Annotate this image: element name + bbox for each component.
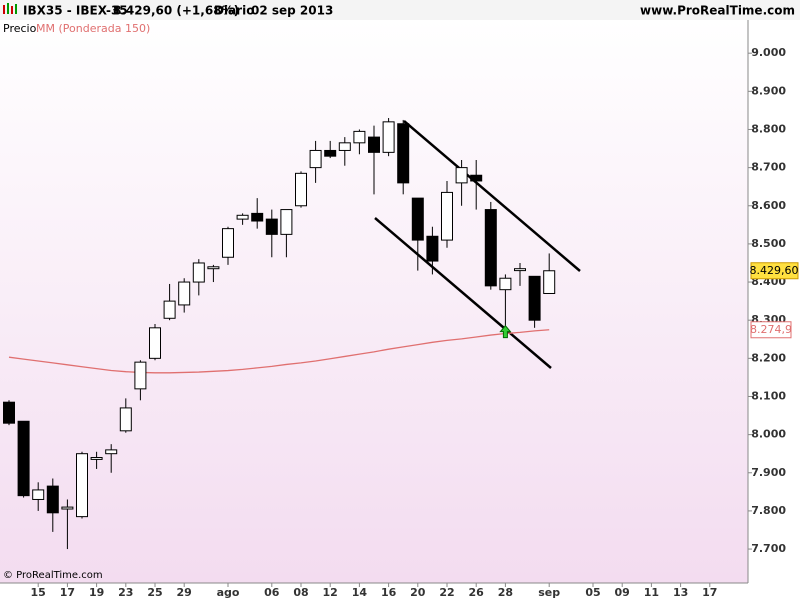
x-tick-label: sep bbox=[538, 586, 560, 599]
candle-body bbox=[455, 167, 468, 184]
y-tick-label: 7.800 bbox=[751, 504, 786, 517]
app-icon bbox=[3, 3, 17, 14]
candle-body bbox=[382, 121, 395, 153]
candle-body bbox=[514, 268, 526, 272]
symbol: IBX35 - IBEX-35 bbox=[23, 4, 128, 18]
y-tick-label: 8.100 bbox=[751, 389, 786, 402]
candle-body bbox=[207, 266, 220, 270]
header-bar bbox=[0, 0, 800, 20]
channel-upper bbox=[403, 120, 581, 272]
candle-body bbox=[3, 401, 15, 424]
candle-body bbox=[236, 214, 249, 220]
candle-body bbox=[178, 281, 191, 306]
quote: 8.429,60 (+1,68%) bbox=[113, 4, 239, 18]
candle-body bbox=[61, 506, 74, 510]
candle-body bbox=[17, 420, 30, 497]
ma-tag bbox=[750, 321, 792, 339]
x-tick-label: 17 bbox=[702, 586, 717, 599]
x-tick-label: 13 bbox=[673, 586, 688, 599]
y-tick-label: 7.900 bbox=[751, 466, 786, 479]
footer: © ProRealTime.com bbox=[3, 570, 103, 581]
channel-lower bbox=[374, 217, 552, 369]
candle-body bbox=[192, 262, 205, 283]
candle-body bbox=[134, 361, 147, 390]
candle-body bbox=[149, 327, 161, 359]
candle-body bbox=[105, 449, 118, 455]
x-tick-label: 09 bbox=[615, 586, 630, 599]
ma-line bbox=[8, 329, 550, 374]
y-tick-label: 8.600 bbox=[751, 199, 786, 212]
price-tag-label: 8.429,60 bbox=[750, 264, 799, 277]
x-tick-label: 11 bbox=[644, 586, 659, 599]
x-tick-label: 12 bbox=[323, 586, 338, 599]
legend-ma: MM (Ponderada 150) bbox=[36, 22, 150, 35]
date: 02 sep 2013 bbox=[251, 4, 333, 18]
candle-body bbox=[265, 218, 278, 235]
candle-body bbox=[76, 453, 88, 518]
candle-body bbox=[251, 212, 264, 222]
candle-body bbox=[441, 191, 453, 241]
x-tick-label: 06 bbox=[264, 586, 280, 599]
x-tick-label: 23 bbox=[118, 586, 133, 599]
candle-body bbox=[353, 130, 366, 144]
y-tick-label: 8.700 bbox=[751, 161, 786, 174]
y-tick-label: 8.500 bbox=[751, 237, 786, 250]
candle-body bbox=[368, 136, 380, 153]
x-tick-label: 19 bbox=[89, 586, 104, 599]
candle-body bbox=[46, 485, 59, 514]
x-tick-label: 08 bbox=[293, 586, 308, 599]
x-tick-label: 17 bbox=[60, 586, 75, 599]
candle-body bbox=[484, 209, 497, 287]
candle-body bbox=[32, 489, 45, 500]
y-tick-label: 7.700 bbox=[751, 542, 786, 555]
period: Diario bbox=[214, 4, 254, 18]
plot-area bbox=[0, 20, 748, 583]
candle-body bbox=[163, 300, 176, 319]
candle-body bbox=[119, 407, 132, 432]
candle-body bbox=[90, 457, 103, 460]
x-tick-label: 20 bbox=[410, 586, 426, 599]
price-tag bbox=[750, 262, 799, 280]
y-tick-label: 8.900 bbox=[751, 84, 786, 97]
legend-price: Precio bbox=[3, 22, 37, 35]
y-tick-label: 8.200 bbox=[751, 351, 786, 364]
candle-body bbox=[499, 277, 512, 291]
candle-body bbox=[222, 228, 234, 258]
x-tick-label: 28 bbox=[498, 586, 513, 599]
candle-body bbox=[411, 197, 424, 241]
site[interactable]: www.ProRealTime.com bbox=[640, 4, 795, 18]
x-tick-label: 16 bbox=[381, 586, 397, 599]
candle-body bbox=[309, 149, 322, 169]
x-tick-label: 26 bbox=[469, 586, 485, 599]
x-tick-label: 25 bbox=[147, 586, 162, 599]
y-tick-label: 9.000 bbox=[751, 46, 786, 59]
y-tick-label: 8.000 bbox=[751, 428, 786, 441]
candle-body bbox=[338, 142, 351, 151]
x-tick-label: 05 bbox=[585, 586, 600, 599]
y-tick-label: 8.800 bbox=[751, 122, 786, 135]
candle-body bbox=[295, 172, 307, 207]
candle-body bbox=[426, 235, 439, 262]
candle-body bbox=[324, 149, 337, 157]
x-tick-label: 14 bbox=[352, 586, 368, 599]
x-tick-label: ago bbox=[217, 586, 240, 599]
candle-body bbox=[528, 275, 541, 321]
x-tick-label: 15 bbox=[31, 586, 46, 599]
ma-tag-label: 8.274,9 bbox=[750, 323, 792, 336]
x-tick-label: 22 bbox=[439, 586, 454, 599]
x-tick-label: 29 bbox=[177, 586, 192, 599]
signal-arrow bbox=[499, 324, 512, 339]
candle-body bbox=[543, 270, 556, 294]
candle-body bbox=[397, 123, 410, 184]
candle-body bbox=[470, 174, 483, 182]
candle-body bbox=[280, 209, 293, 235]
